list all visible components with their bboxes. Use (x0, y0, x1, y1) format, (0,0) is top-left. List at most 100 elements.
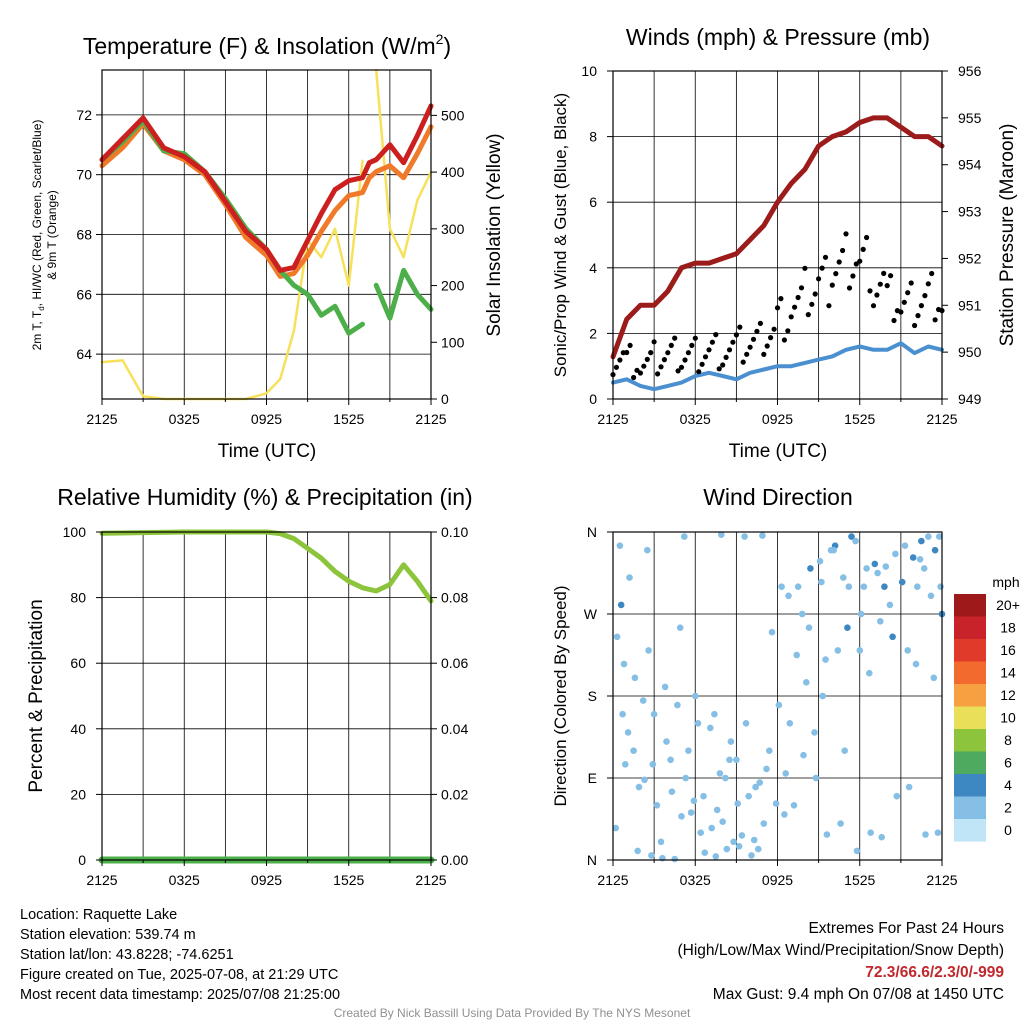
direction-point (663, 738, 670, 745)
gust-point (788, 314, 794, 320)
direction-point (785, 592, 792, 600)
gust-point (692, 335, 698, 341)
x-tick-label: 2125 (926, 411, 957, 427)
direction-point (626, 574, 633, 581)
direction-point (811, 729, 818, 736)
direction-point (619, 710, 626, 718)
gust-point (901, 299, 907, 305)
direction-point (790, 802, 798, 809)
direction-point (857, 610, 865, 618)
gust-point (713, 332, 719, 338)
direction-point (738, 832, 746, 839)
gust-point (877, 281, 883, 287)
x-tick-label: 2125 (86, 411, 117, 427)
direction-point (772, 800, 780, 807)
direction-point (730, 838, 737, 846)
direction-point (657, 838, 665, 846)
direction-point (877, 618, 884, 625)
direction-point (837, 820, 844, 827)
direction-point (641, 776, 648, 784)
pressure-line (610, 115, 945, 360)
temperature-panel: Temperature (F) & Insolation (W/m2) 64 66… (30, 31, 505, 462)
gust-point (795, 294, 801, 301)
gust-point (853, 261, 859, 267)
direction-point (734, 800, 741, 807)
y2-tick-label: 200 (441, 278, 465, 294)
x-tick-label: 2125 (597, 872, 628, 888)
direction-point (775, 701, 783, 709)
direction-point (694, 720, 702, 727)
direction-point (750, 836, 758, 844)
gust-point (641, 363, 647, 369)
direction-point (644, 546, 651, 554)
gust-point (781, 337, 788, 343)
humidity-ylabel: Percent & Precipitation (26, 599, 47, 792)
direction-point (916, 556, 924, 563)
x-tick-label: 2125 (926, 872, 957, 888)
gust-point (898, 309, 904, 315)
direction-point (841, 747, 848, 754)
direction-point (745, 792, 752, 800)
gust-point (908, 280, 914, 286)
x-tick-label: 2125 (597, 411, 628, 427)
x-tick-label: 0925 (762, 872, 793, 888)
x-tick-label: 0325 (169, 411, 200, 427)
winds-axis-ticks: 0 2 4 6 8 10 949 950 951 952 953 954 955 956 2125 0325 0… (581, 63, 981, 427)
direction-point (639, 697, 647, 704)
y-tick-label: W (584, 606, 598, 622)
speed-legend: 20+ 18 16 14 12 10 8 6 4 2 0 (954, 594, 1020, 842)
direction-point (878, 833, 885, 841)
gust-point (685, 350, 692, 356)
y-tick-label: 60 (70, 655, 86, 671)
gust-point (874, 292, 880, 298)
temperature-2m-line (99, 103, 434, 273)
direction-point (782, 770, 789, 777)
direction-point (708, 824, 715, 832)
wind-direction-points (612, 531, 946, 863)
direction-point (727, 738, 735, 745)
temperature-ylabel-line2: & 9m T (Orange) (45, 190, 59, 280)
direction-point (712, 853, 720, 860)
temperature-axis-ticks: 64 66 68 70 72 0 100 200 300 400 500 2125 0325 0925 15… (76, 107, 464, 427)
gust-point (929, 270, 935, 277)
direction-point (742, 720, 750, 727)
wind-direction-ylabel: Direction (Colored By Speed) (551, 585, 570, 806)
y2-tick-label: 949 (958, 391, 982, 407)
legend-swatch (954, 796, 986, 819)
gust-point (740, 359, 746, 365)
x-tick-label: 1525 (333, 411, 364, 427)
direction-point (800, 751, 807, 759)
legend-label: 18 (1000, 620, 1016, 636)
direction-point (748, 852, 755, 859)
y2-tick-label: 0.08 (441, 590, 468, 606)
direction-point (722, 774, 729, 782)
direction-point (823, 831, 831, 838)
gust-point (846, 285, 853, 291)
legend-swatch (954, 774, 986, 797)
direction-point (819, 692, 826, 700)
direction-point (707, 724, 714, 732)
legend-label: 10 (1000, 710, 1016, 726)
direction-point (682, 774, 689, 782)
temperature-title: Temperature (F) & Insolation (W/m2) (83, 31, 451, 59)
gust-point (661, 357, 668, 363)
y-tick-label: 64 (76, 346, 92, 362)
gust-point (678, 364, 685, 370)
direction-point (676, 624, 684, 631)
gust-point (918, 303, 925, 309)
y-tick-label: N (587, 852, 597, 868)
gust-point (884, 283, 890, 289)
x-tick-label: 1525 (333, 872, 364, 888)
station-info: Location: Raquette Lake Station elevatio… (20, 905, 340, 1005)
direction-point (687, 809, 695, 816)
legend-label: 0 (1004, 822, 1012, 838)
direction-point (733, 756, 740, 764)
temperature-9m-line (99, 121, 434, 279)
direction-point (700, 792, 707, 800)
direction-point (856, 647, 864, 654)
direction-point (768, 628, 776, 636)
direction-point (818, 578, 825, 586)
pressure-ylabel: Station Pressure (Maroon) (997, 124, 1018, 347)
direction-point (793, 651, 800, 659)
